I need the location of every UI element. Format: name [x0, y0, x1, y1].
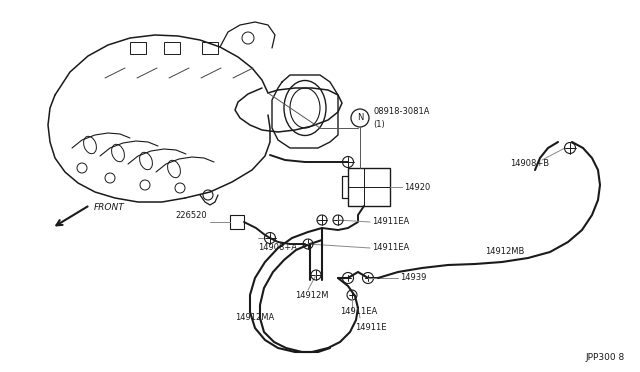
Text: (1): (1)	[373, 119, 385, 128]
Text: 14912MB: 14912MB	[485, 247, 524, 257]
Text: 14912MA: 14912MA	[235, 314, 275, 323]
Text: 14908+A: 14908+A	[258, 244, 297, 253]
Text: JPP300 8: JPP300 8	[586, 353, 625, 362]
Text: 14911EA: 14911EA	[340, 308, 377, 317]
Bar	[164, 42, 180, 54]
Bar	[130, 42, 146, 54]
Text: 14920: 14920	[404, 183, 430, 192]
Text: 08918-3081A: 08918-3081A	[373, 108, 429, 116]
Bar	[348, 168, 390, 206]
Text: 14912M: 14912M	[295, 291, 328, 299]
Bar	[202, 42, 218, 54]
Text: 14939: 14939	[400, 273, 426, 282]
Text: 14911E: 14911E	[355, 324, 387, 333]
Bar	[230, 215, 244, 229]
Text: 226520: 226520	[175, 211, 207, 219]
Text: 14911EA: 14911EA	[372, 244, 409, 253]
Text: FRONT: FRONT	[94, 203, 125, 212]
Text: N: N	[357, 113, 363, 122]
Text: 14911EA: 14911EA	[372, 218, 409, 227]
Text: 14908+B: 14908+B	[510, 160, 549, 169]
